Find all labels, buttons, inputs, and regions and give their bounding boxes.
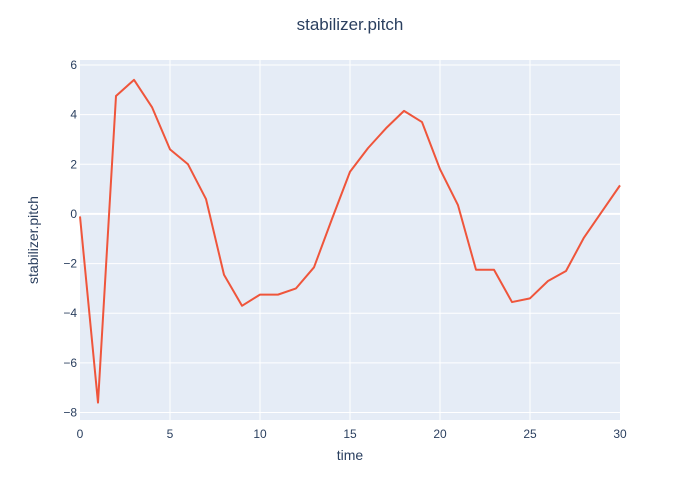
x-axis-title: time [337,447,364,463]
chart-title: stabilizer.pitch [297,15,404,34]
x-tick-label: 30 [613,427,627,441]
y-tick-label: 4 [70,108,77,122]
y-axis-ticks: −8 −6 −4 −2 0 2 4 6 [63,58,77,420]
x-tick-label: 5 [167,427,174,441]
x-tick-label: 10 [253,427,267,441]
y-tick-label: 0 [70,207,77,221]
y-tick-label: 2 [70,157,77,171]
y-tick-label: −6 [63,356,77,370]
x-tick-label: 15 [343,427,357,441]
grid-lines [80,60,620,420]
x-tick-label: 0 [77,427,84,441]
y-tick-label: −4 [63,306,77,320]
x-tick-label: 20 [433,427,447,441]
y-tick-label: −2 [63,257,77,271]
y-tick-label: −8 [63,406,77,420]
series-layer [79,78,621,404]
series-line [79,78,621,404]
x-axis-ticks: 0 5 10 15 20 25 30 [77,427,627,441]
x-tick-label: 25 [523,427,537,441]
y-tick-label: 6 [70,58,77,72]
y-axis-title: stabilizer.pitch [25,196,41,284]
